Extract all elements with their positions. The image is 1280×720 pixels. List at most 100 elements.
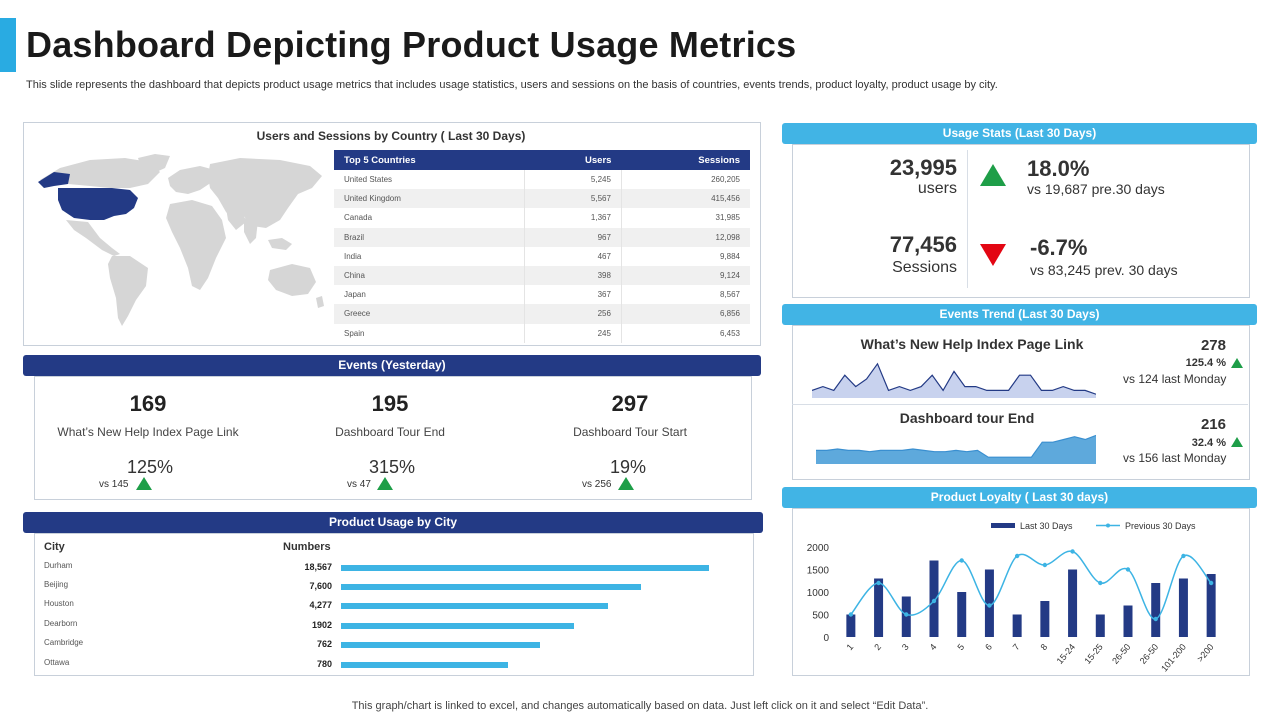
usage-divider: [967, 150, 968, 288]
x-tick-label: 5: [955, 642, 966, 652]
x-tick-label: 4: [928, 642, 939, 652]
sessions-vs: vs 83,245 prev. 30 days: [1030, 262, 1178, 278]
country-panel-title: Users and Sessions by Country ( Last 30 …: [256, 129, 526, 143]
x-tick-label: 3: [900, 642, 911, 652]
sessions-label: Sessions: [892, 259, 957, 276]
page-subtitle: This slide represents the dashboard that…: [26, 79, 998, 91]
city-number: 7,600: [309, 581, 332, 591]
legend-label-last-30-days: Last 30 Days: [1020, 521, 1073, 531]
city-label: Durham: [44, 561, 73, 570]
trend-item1-title: What’s New Help Index Page Link: [860, 336, 1084, 352]
sparkline-area: [812, 363, 1096, 398]
users-vs: vs 19,687 pre.30 days: [1027, 181, 1165, 197]
loyalty-bar: [874, 578, 884, 637]
city-bar: [341, 603, 608, 609]
users-value: 23,995: [889, 155, 957, 180]
world-map: [38, 154, 324, 326]
up-arrow-icon: [1231, 437, 1243, 447]
x-tick-label: 101-200: [1159, 642, 1188, 673]
x-tick-label: 26-50: [1110, 642, 1132, 666]
x-tick-label: 7: [1011, 642, 1022, 652]
loyalty-bar: [1123, 605, 1133, 637]
sparkline-line: [816, 434, 1096, 458]
loyalty-chart: Last 30 Days Previous 30 Days200015001000…: [807, 521, 1216, 673]
y-tick-label: 1500: [807, 566, 830, 577]
x-tick-label: 15-24: [1055, 642, 1077, 666]
trend-divider: [792, 404, 1248, 405]
country-col-header: Top 5 Countries: [334, 150, 525, 170]
loyalty-line-point: [848, 612, 854, 617]
usage-panel: [792, 144, 1250, 298]
loyalty-line-point: [904, 612, 909, 617]
loyalty-line-point: [876, 580, 881, 586]
loyalty-panel: [792, 508, 1250, 676]
event-value-3: 297: [611, 391, 649, 416]
city-label: Dearborn: [44, 619, 78, 628]
table-row: Spain 245 6,453: [334, 323, 750, 343]
x-tick-label: 1: [845, 642, 856, 652]
trend-item2-sparkline: [816, 434, 1096, 464]
loyalty-line-point: [1014, 553, 1020, 559]
up-arrow-icon: [618, 477, 634, 490]
sessions-col-header: Sessions: [621, 150, 750, 170]
table-row: United Kingdom 5,567 415,456: [334, 189, 750, 209]
page-title: Dashboard Depicting Product Usage Metric…: [26, 24, 797, 65]
city-number: 18,567: [304, 562, 332, 572]
city-bar: [341, 623, 574, 629]
loyalty-line-point: [987, 603, 992, 608]
loyalty-line-point: [931, 598, 937, 604]
city-number: 762: [316, 639, 332, 649]
y-tick-label: 0: [823, 633, 829, 644]
sessions-value: 77,456: [889, 232, 957, 257]
table-row: China 398 9,124: [334, 265, 750, 286]
y-tick-label: 1000: [807, 588, 830, 599]
table-row: United States 5,245 260,205: [334, 170, 750, 190]
trend-item1-vs: vs 124 last Monday: [1123, 372, 1227, 386]
legend-label-previous-30-days: Previous 30 Days: [1125, 521, 1196, 531]
loyalty-bar: [1040, 601, 1050, 637]
title-accent-bar: [0, 18, 16, 72]
y-tick-label: 500: [812, 611, 829, 622]
city-number: 780: [316, 659, 332, 669]
up-arrow-icon: [136, 477, 152, 490]
loyalty-bar: [1151, 583, 1161, 637]
trend-item1-value: 278: [1200, 337, 1226, 354]
city-bar: [341, 565, 709, 571]
event-label-3: Dashboard Tour Start: [573, 425, 687, 439]
loyalty-bar: [1206, 574, 1216, 637]
city-label: Ottawa: [44, 658, 70, 667]
users-label: users: [917, 180, 957, 197]
table-row: Japan 367 8,567: [334, 285, 750, 305]
loyalty-bar: [1095, 614, 1105, 637]
loyalty-line-point: [959, 558, 964, 563]
event-label-1: What’s New Help Index Page Link: [57, 425, 239, 439]
loyalty-bar: [1178, 578, 1188, 637]
event-value-1: 169: [129, 391, 167, 416]
city-number: 4,277: [309, 600, 332, 610]
up-arrow-icon: [377, 477, 393, 490]
x-tick-label: 8: [1039, 642, 1050, 652]
city-bar: [341, 662, 508, 668]
legend-marker-previous-30-days: [1106, 523, 1110, 528]
event-pct-1: 125%: [126, 457, 174, 477]
x-tick-label: 2: [872, 642, 883, 652]
x-tick-label: >200: [1195, 642, 1216, 664]
y-tick-label: 2000: [807, 543, 830, 554]
usage-header: Usage Stats (Last 30 Days): [782, 123, 1257, 144]
sparkline-area: [816, 435, 1096, 464]
city-number: 1902: [311, 620, 332, 630]
event-vs-3: vs 256: [582, 479, 612, 490]
loyalty-bar: [1068, 569, 1078, 637]
loyalty-bar: [901, 596, 911, 637]
loyalty-bar: [1012, 614, 1022, 637]
city-header: Product Usage by City: [23, 512, 763, 533]
city-col-header: City: [44, 541, 65, 553]
trend-item1-pct: 125.4 %: [1185, 357, 1226, 369]
up-arrow-icon: [1231, 358, 1243, 368]
country-table: Top 5 Countries Users Sessions United St…: [334, 150, 750, 343]
loyalty-line-point: [1042, 562, 1048, 568]
event-pct-3: 19%: [609, 457, 647, 477]
events-header: Events (Yesterday): [23, 355, 761, 376]
event-vs-1: vs 145: [99, 479, 129, 490]
sparkline-line: [812, 362, 1096, 395]
